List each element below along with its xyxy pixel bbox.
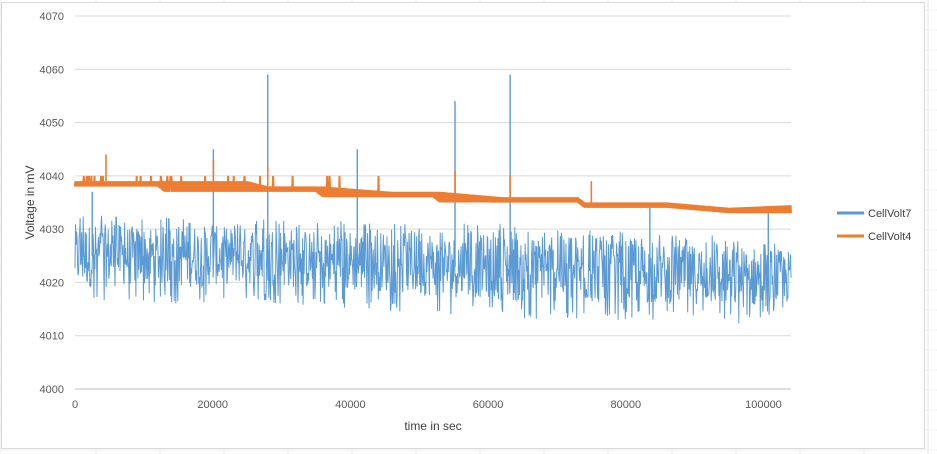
y-axis-ticks: 4000 4010 4020 4030 4040 4050 4060 4070: [40, 11, 64, 396]
x-tick-label: 80000: [610, 399, 641, 411]
legend[interactable]: CellVolt7 CellVolt4: [837, 208, 911, 243]
y-tick-label: 4020: [40, 277, 64, 289]
chart-area[interactable]: [1, 2, 925, 449]
legend-label-cellvolt7: CellVolt7: [868, 208, 911, 220]
x-tick-label: 60000: [473, 399, 504, 411]
x-axis-ticks: 0 20000 40000 60000 80000 100000: [72, 399, 782, 411]
x-tick-label: 20000: [197, 399, 228, 411]
y-tick-label: 4000: [40, 384, 64, 396]
plot-area: [74, 74, 792, 324]
x-axis-title: time in sec: [404, 419, 461, 433]
legend-label-cellvolt4: CellVolt4: [868, 231, 911, 243]
y-axis-title: Voltage in mV: [23, 165, 37, 239]
y-tick-label: 4040: [40, 171, 64, 183]
x-tick-label: 40000: [335, 399, 366, 411]
series-line-cellvolt4: [74, 175, 792, 214]
y-tick-label: 4030: [40, 224, 64, 236]
x-tick-label: 100000: [745, 399, 782, 411]
y-tick-label: 4010: [40, 331, 64, 343]
x-tick-label: 0: [72, 399, 78, 411]
series-line-cellvolt7: [74, 215, 792, 324]
series-layer: [74, 74, 792, 324]
gridlines: [75, 15, 791, 337]
y-tick-label: 4070: [40, 11, 64, 23]
y-tick-label: 4060: [40, 64, 64, 76]
y-tick-label: 4050: [40, 118, 64, 130]
